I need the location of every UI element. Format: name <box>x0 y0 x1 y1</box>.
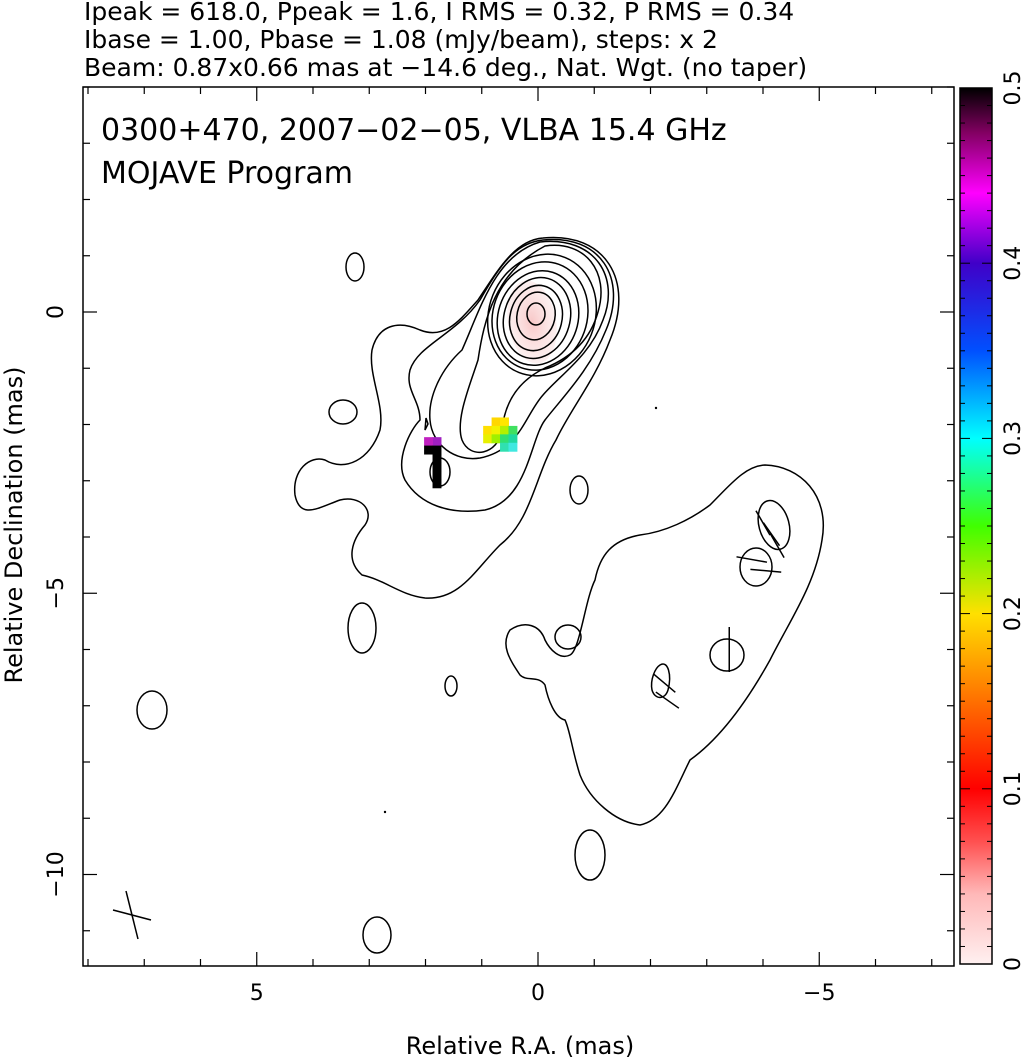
colorbar-tick-label: 0.5 <box>1001 71 1021 106</box>
polarization-pixel <box>508 442 518 452</box>
colorbar <box>959 87 993 965</box>
colorbar-tick-labels: 0 0.1 0.2 0.3 0.4 0.5 <box>1001 71 1021 972</box>
axis-ticks <box>83 86 954 966</box>
header-line-1: Ipeak = 618.0, Ppeak = 1.6, I RMS = 0.32… <box>84 0 794 26</box>
polarization-pixel <box>491 425 501 435</box>
polarization-pixel <box>508 425 518 435</box>
x-tick-label: 5 <box>250 981 264 1006</box>
colorbar-tick-label: 0.4 <box>1001 246 1021 281</box>
polarization-vector <box>769 532 785 558</box>
y-tick-labels: 0 −5 −10 <box>44 305 69 898</box>
polarization-pixel <box>432 454 442 463</box>
polarization-pixel <box>432 462 442 472</box>
polarization-pixel <box>508 434 518 444</box>
y-axis-label: Relative Declination (mas) <box>0 366 28 683</box>
polarization-pixel <box>491 417 501 427</box>
chart-subtitle: MOJAVE Program <box>101 156 353 191</box>
polarization-pixel <box>500 417 509 427</box>
x-axis-label: Relative R.A. (mas) <box>406 1032 634 1060</box>
polarization-pixel <box>491 434 501 444</box>
polarization-vector <box>750 568 782 573</box>
y-tick-label: −10 <box>44 851 69 897</box>
beam-indicator <box>112 890 152 940</box>
colorbar-ticks <box>960 87 992 965</box>
jet-region-contour <box>505 464 824 826</box>
plot-frame <box>82 86 955 967</box>
polarization-vectors <box>653 510 785 709</box>
polarization-pixel <box>500 442 509 452</box>
polarization-pixel <box>483 425 493 435</box>
polarization-pixels <box>424 417 518 489</box>
x-tick-label: −5 <box>803 981 835 1006</box>
polarization-pixel <box>500 434 509 444</box>
polarization-pixel <box>432 445 442 455</box>
polarization-pixel <box>424 437 434 447</box>
polarization-pixel <box>424 445 434 455</box>
colorbar-tick-label: 0.3 <box>1001 421 1021 456</box>
polarization-pixel <box>483 434 493 444</box>
polarization-vector <box>736 556 768 563</box>
x-tick-label: 0 <box>531 981 545 1006</box>
y-tick-label: −5 <box>44 577 69 609</box>
polarization-vector <box>762 522 781 547</box>
header-line-3: Beam: 0.87x0.66 mas at −14.6 deg., Nat. … <box>84 53 807 82</box>
intensity-contours <box>293 236 620 599</box>
polarization-pixel <box>432 437 442 447</box>
header-line-2: Ibase = 1.00, Pbase = 1.08 (mJy/beam), s… <box>84 25 718 54</box>
core-polarization-glow <box>507 280 557 364</box>
polarization-vector <box>653 673 676 693</box>
chart-title: 0300+470, 2007−02−05, VLBA 15.4 GHz <box>101 113 727 148</box>
colorbar-tick-label: 0.2 <box>1001 596 1021 631</box>
y-tick-label: 0 <box>44 305 69 319</box>
colorbar-tick-label: 0.1 <box>1001 771 1021 806</box>
polarization-pixel <box>500 425 509 435</box>
polarization-pixel <box>432 470 442 480</box>
colorbar-tick-label: 0 <box>1001 957 1021 971</box>
x-tick-labels: 5 0 −5 <box>250 981 836 1006</box>
polarization-pixel <box>432 479 442 489</box>
polarization-vector <box>655 691 680 709</box>
